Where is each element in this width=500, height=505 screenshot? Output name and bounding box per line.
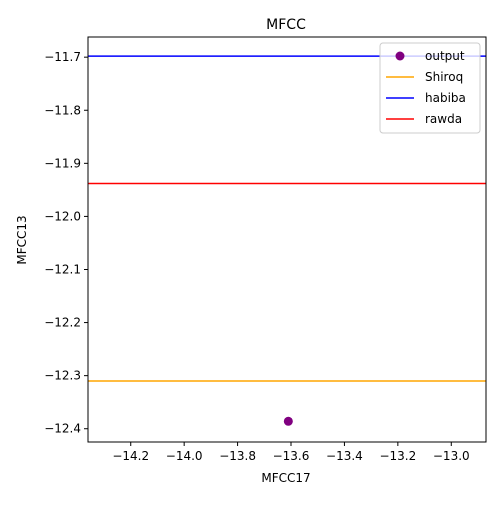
legend: output Shiroq habiba rawda bbox=[379, 42, 481, 134]
x-tick-label: −14.0 bbox=[166, 449, 203, 463]
x-tick-label: −14.2 bbox=[112, 449, 149, 463]
legend-swatch-output bbox=[395, 51, 405, 61]
legend-box bbox=[379, 42, 481, 134]
axes-layer: −14.2 −14.0 −13.8 −13.6 −13.4 −13.2 −13.0 −12.4… bbox=[44, 36, 487, 463]
legend-label-output: output bbox=[425, 49, 465, 63]
legend-label-shiroq: Shiroq bbox=[425, 70, 463, 84]
x-axis-label: MFCC17 bbox=[261, 471, 310, 485]
y-tick-label: −11.8 bbox=[44, 103, 81, 117]
x-tick-label: −13.2 bbox=[379, 449, 416, 463]
y-tick-label: −11.9 bbox=[44, 156, 81, 170]
x-tick-label: −13.4 bbox=[326, 449, 363, 463]
legend-label-rawda: rawda bbox=[425, 112, 462, 126]
y-tick-label: −11.7 bbox=[44, 50, 81, 64]
y-tick-label: −12.0 bbox=[44, 209, 81, 223]
plot-frame bbox=[87, 36, 487, 443]
y-axis-label: MFCC13 bbox=[15, 215, 29, 264]
x-tick-label: −13.6 bbox=[273, 449, 310, 463]
legend-label-habiba: habiba bbox=[425, 91, 466, 105]
y-tick-label: −12.1 bbox=[44, 262, 81, 276]
x-tick-label: −13.8 bbox=[219, 449, 256, 463]
chart-title: MFCC bbox=[266, 17, 306, 33]
x-tick-label: −13.0 bbox=[433, 449, 470, 463]
data-point-output bbox=[283, 416, 293, 426]
y-tick-label: −12.2 bbox=[44, 316, 81, 330]
y-tick-label: −12.3 bbox=[44, 369, 81, 383]
y-tick-label: −12.4 bbox=[44, 422, 81, 436]
